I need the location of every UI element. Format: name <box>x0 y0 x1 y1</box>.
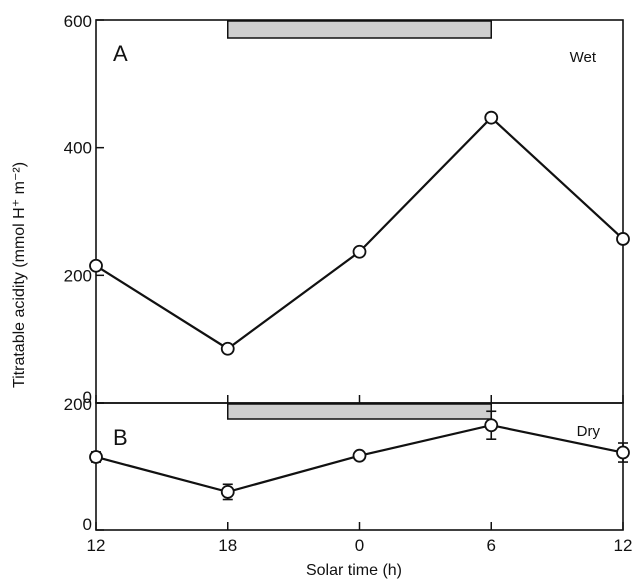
panel-a-letter: A <box>113 41 128 66</box>
panel-b-data-point <box>484 418 499 433</box>
panel-b-y-tick-label: 0 <box>83 515 92 534</box>
panel-b-y-axis: 0 200 <box>64 395 104 534</box>
panel-a-y-axis: 0 200 400 600 <box>64 12 104 407</box>
panel-a-frame <box>95 19 624 404</box>
panel-a-y-tick-label: 0 <box>83 388 92 407</box>
x-tick-label: 18 <box>218 536 237 555</box>
panel-a-data-point <box>616 232 630 246</box>
panel-b-data-point <box>220 484 235 499</box>
x-axis-title: Solar time (h) <box>306 562 402 579</box>
panel-a-data-point <box>89 258 103 273</box>
panel-b-dark-period-bar <box>227 403 492 420</box>
x-tick-label: 6 <box>487 536 496 555</box>
x-tick-label: 12 <box>614 536 633 555</box>
x-tick-label: 12 <box>87 536 106 555</box>
x-axis: 12 18 0 6 12 <box>87 395 633 555</box>
panel-b-points <box>89 418 630 499</box>
panel-b-letter: B <box>113 425 128 450</box>
panel-b-data-point <box>616 445 630 460</box>
panel-b-data-point <box>89 450 103 464</box>
panel-a-data-point <box>352 244 367 259</box>
panel-a-series-line <box>95 116 624 351</box>
panel-a-data-point <box>484 110 499 125</box>
panel-b-y-tick-label: 200 <box>64 395 92 414</box>
x-tick-label: 0 <box>355 536 364 555</box>
panel-a-dark-period-bar <box>227 20 492 39</box>
panel-a-y-tick-label: 400 <box>64 139 92 158</box>
panel-b-note: Dry <box>577 423 601 440</box>
panel-a-y-tick-label: 600 <box>64 12 92 31</box>
panel-b: B Dry 0 200 <box>64 395 630 534</box>
panel-a-points <box>89 110 630 356</box>
panel-b-data-point <box>352 448 367 463</box>
panel-b-frame <box>95 402 624 531</box>
panel-a: A Wet 0 200 400 600 <box>64 12 630 407</box>
panel-a-data-point <box>220 341 235 356</box>
panel-a-note: Wet <box>570 49 597 66</box>
y-axis-title: Titratable acidity (mmol H⁺ m⁻²) <box>11 162 28 388</box>
panel-a-y-tick-label: 200 <box>64 266 92 285</box>
